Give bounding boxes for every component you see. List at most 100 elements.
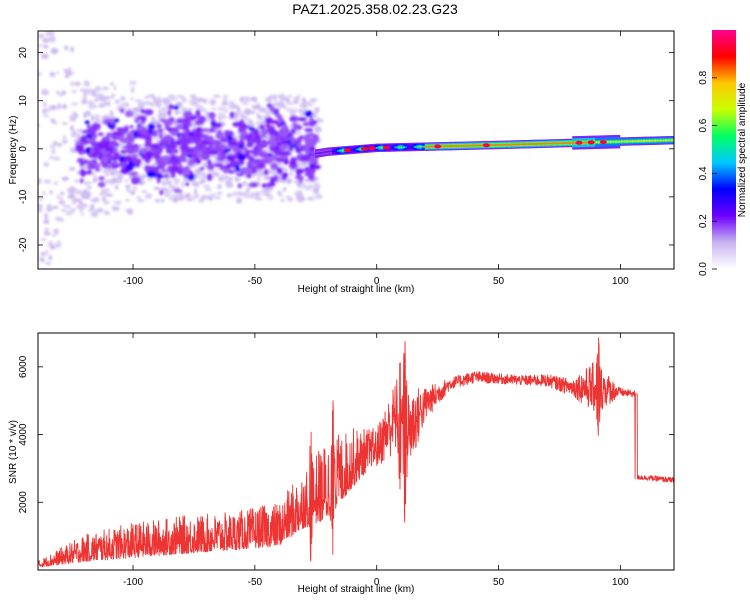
tone-peak xyxy=(575,140,583,145)
spectrogram-cell xyxy=(60,191,65,196)
spectrogram-cell xyxy=(137,199,145,203)
spectrogram-cell xyxy=(260,158,270,164)
tone-cell xyxy=(503,143,506,146)
tone-cell xyxy=(396,146,399,149)
spectrogram-cell xyxy=(42,101,47,108)
tone-cell xyxy=(335,150,338,152)
tone-cell xyxy=(421,145,423,148)
spectrogram-cell xyxy=(38,33,45,39)
tone-cell xyxy=(393,146,395,149)
spectrogram-cell xyxy=(167,109,172,116)
spectrogram-cell xyxy=(163,191,171,198)
tone-cell xyxy=(407,146,410,148)
tone-cell xyxy=(664,139,667,142)
tone-cell xyxy=(376,146,378,149)
spectrogram-cell xyxy=(268,180,276,187)
spectrogram-cell xyxy=(120,137,130,144)
tone-cell xyxy=(451,145,454,147)
spectrogram-cell xyxy=(101,165,110,169)
spectrogram-cell xyxy=(297,108,305,113)
spectrogram-cell xyxy=(86,160,95,166)
tone-cell xyxy=(522,143,525,146)
spectrogram-cell xyxy=(167,126,173,133)
spectrogram-cell xyxy=(62,134,67,141)
spectrogram-cell xyxy=(52,205,59,210)
spectrogram-cell xyxy=(119,96,126,101)
tone-cell xyxy=(412,146,415,148)
spectrogram-cell xyxy=(264,134,272,140)
spectrogram-cell xyxy=(217,184,222,189)
spectrogram-cell xyxy=(226,193,233,198)
tone-cell xyxy=(534,143,537,145)
spectrogram-cell xyxy=(106,179,110,184)
tone-cell xyxy=(514,143,517,146)
tone-cell xyxy=(665,139,668,142)
tone-cell xyxy=(639,140,641,142)
tone-cell xyxy=(564,142,567,145)
spectrogram-cell xyxy=(215,132,225,138)
tone-cell xyxy=(319,151,322,154)
spectrogram-cell xyxy=(203,108,208,114)
tone-cell xyxy=(511,143,514,146)
spectrogram-cell xyxy=(219,139,229,143)
tone-cell xyxy=(544,142,546,145)
tone-peak xyxy=(599,140,607,145)
tone-cell xyxy=(400,146,403,149)
spectrogram-cell xyxy=(273,175,279,182)
spectrogram-cell xyxy=(43,161,50,167)
tone-cell xyxy=(377,146,380,149)
snr-x-label: Height of straight line (km) xyxy=(298,584,415,595)
tone-cell xyxy=(323,151,326,154)
spectrogram-cell xyxy=(124,179,129,183)
spectrogram-cell xyxy=(119,108,125,114)
spectrogram-cell xyxy=(280,199,285,203)
spectrogram-cell xyxy=(286,177,292,185)
spectrogram-cell xyxy=(266,197,275,201)
tone-cell xyxy=(460,144,462,147)
spectrogram-cell xyxy=(288,147,294,152)
spectrogram-cell xyxy=(57,143,63,147)
spectrogram-cell xyxy=(233,111,239,118)
tone-cell xyxy=(499,144,501,146)
tone-cell xyxy=(670,139,673,142)
spectrogram-cell xyxy=(290,127,296,135)
tone-cell xyxy=(502,143,505,146)
tone-cell xyxy=(321,151,323,154)
spectrogram-cell xyxy=(187,160,195,166)
tone-cell xyxy=(529,143,532,145)
spectrogram-cell xyxy=(253,99,258,103)
spectrogram-cell xyxy=(42,190,46,196)
spectrogram-cell xyxy=(112,131,122,136)
tone-cell xyxy=(558,142,561,145)
spectrogram-cell xyxy=(258,117,263,121)
x-tick-label: -50 xyxy=(248,577,263,588)
spectrogram-cell xyxy=(182,131,190,136)
spectrogram-cell xyxy=(192,139,199,144)
tone-peak xyxy=(343,148,351,153)
spectrogram-cell xyxy=(103,96,112,100)
spectrogram-cell xyxy=(65,209,73,217)
spectrogram-cell xyxy=(210,141,220,146)
tone-cell xyxy=(506,143,509,146)
spectrogram-cell xyxy=(199,166,205,171)
spectrogram-cell xyxy=(74,113,79,118)
tone-cell xyxy=(463,144,466,147)
tone-cell xyxy=(449,145,451,148)
spectrogram-cell xyxy=(96,207,104,213)
colorbar-ticks: 0.0 0.2 0.4 0.6 0.8 xyxy=(698,70,717,276)
spectrogram-cell xyxy=(74,81,81,87)
tone-cell xyxy=(595,141,598,144)
spectrogram-cell xyxy=(126,149,131,153)
tone-cell xyxy=(405,146,408,149)
spectrogram-cell xyxy=(57,103,62,110)
spectrogram-cell xyxy=(130,190,136,195)
spectrogram-cell xyxy=(129,125,134,129)
spectrogram-cell xyxy=(192,150,198,155)
tone-cell xyxy=(625,140,628,143)
spectrogram-cell xyxy=(194,120,204,126)
spectrogram-cell xyxy=(293,96,300,102)
spectrogram-cell xyxy=(269,139,277,147)
spectrogram-cell xyxy=(86,123,91,129)
tone-cell xyxy=(539,142,542,145)
tone-cell xyxy=(572,142,574,144)
